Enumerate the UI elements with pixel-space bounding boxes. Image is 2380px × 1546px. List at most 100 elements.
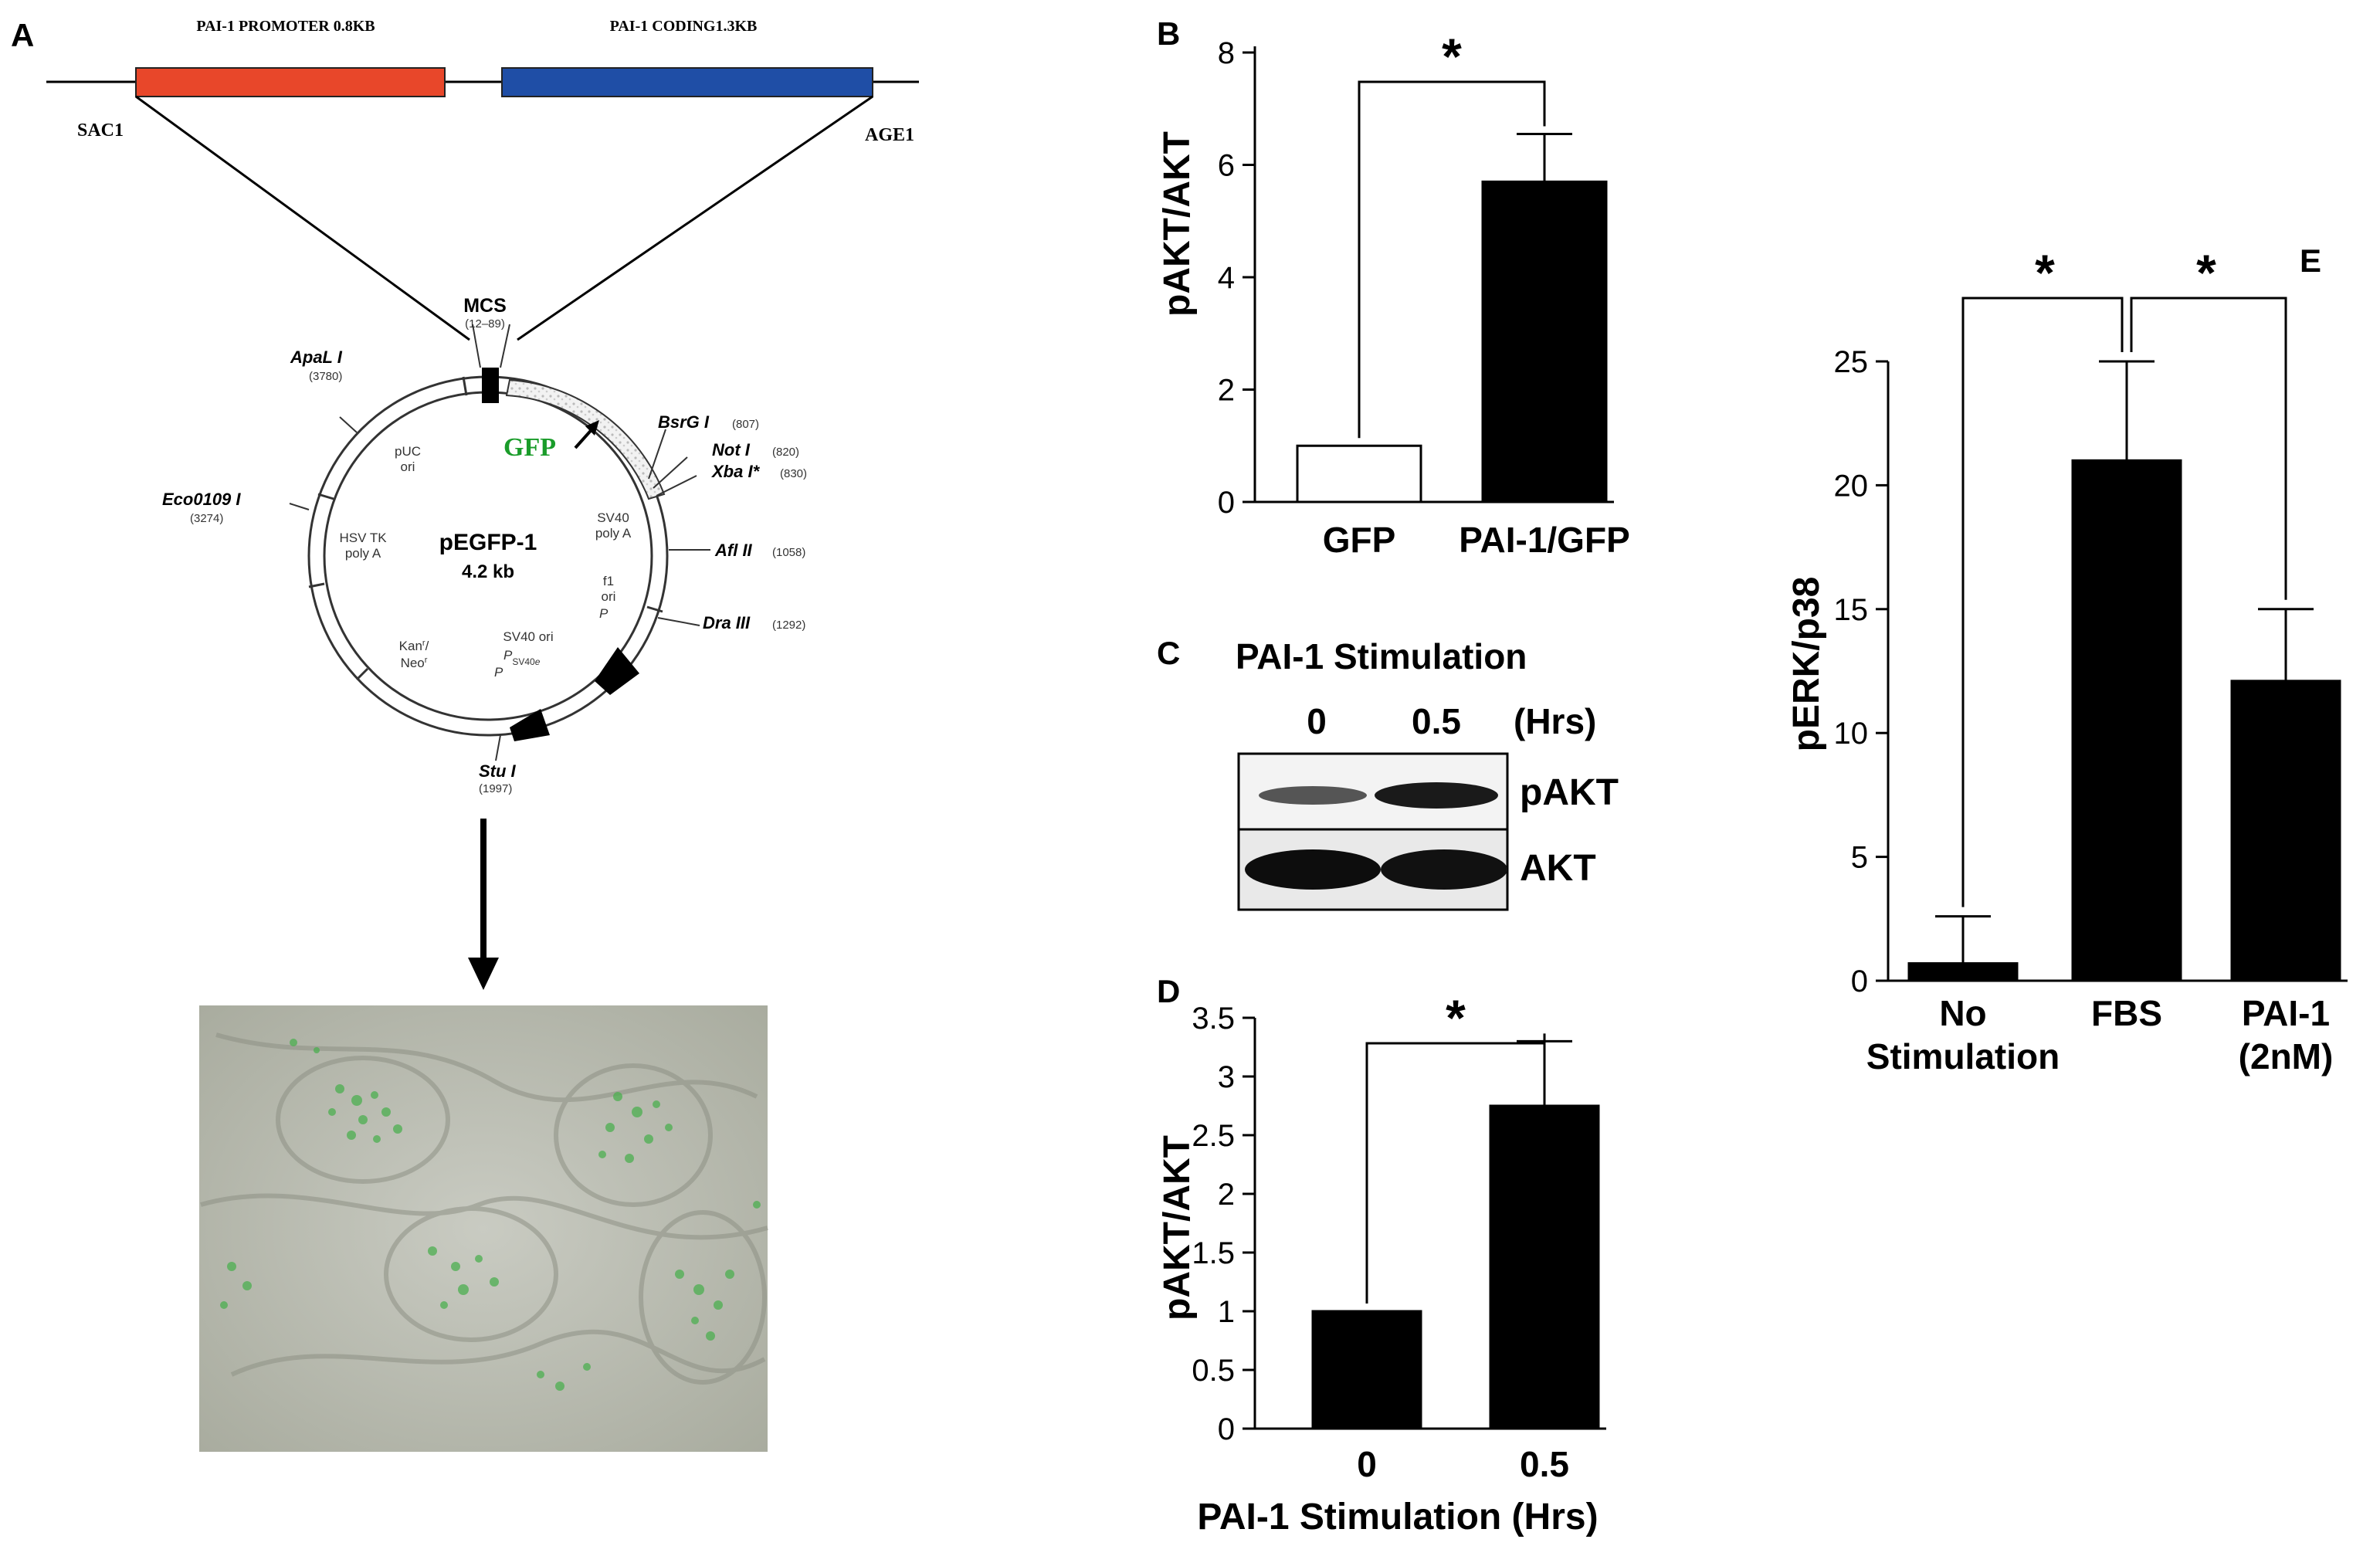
site-apal-pos: (3780): [309, 370, 342, 383]
e-bar-1: [2071, 459, 2182, 982]
insert-line-left: [135, 95, 470, 341]
e-sig-bracket-1: [2130, 297, 2287, 600]
e-category-0-0: No: [1939, 993, 1986, 1033]
b-ytick-label-1: 2: [1218, 374, 1235, 408]
site-afl-pos: (1058): [772, 546, 805, 559]
site-not: Not I: [712, 440, 751, 459]
hsv-label: HSV TK: [339, 531, 387, 545]
panel-a-letter: A: [11, 17, 34, 53]
site-stu: Stu I: [479, 761, 517, 781]
b-bar-0: [1296, 444, 1422, 503]
site-stu-pos: (1997): [479, 782, 512, 795]
d-sig-star: *: [1446, 989, 1466, 1046]
e-category-1: FBS: [2091, 993, 2162, 1033]
band-pakt-0: [1259, 786, 1367, 805]
d-bar-0: [1311, 1310, 1422, 1430]
blot-row-label-akt: AKT: [1520, 848, 1596, 889]
promoter-p2-label: P: [494, 665, 503, 680]
plasmid-name: pEGFP-1: [439, 530, 537, 555]
e-category-2-0: PAI-1: [2242, 993, 2330, 1033]
panel-c-blot: C PAI-1 Stimulation 0 0.5 (Hrs) pAKT AKT: [1157, 635, 1619, 911]
d-category-0: 0: [1357, 1444, 1377, 1484]
panel-d-letter: D: [1157, 973, 1180, 1009]
d-ytick-label-2: 1: [1218, 1295, 1235, 1329]
site-not-pos: (820): [772, 446, 799, 459]
coding-label: PAI-1 CODING1.3KB: [610, 18, 758, 35]
down-arrow-head: [468, 958, 499, 990]
kan-label: Kanr/: [399, 639, 429, 653]
site-eco0109-pos: (3274): [190, 512, 223, 525]
d-xlabel: PAI-1 Stimulation (Hrs): [1197, 1497, 1598, 1538]
panel-c-letter: C: [1157, 635, 1180, 671]
b-ytick-label-2: 4: [1218, 261, 1235, 295]
f1-ori-label: ori: [602, 589, 616, 604]
site-bsrg: BsrG I: [658, 412, 710, 432]
sv40-polya-label: poly A: [595, 526, 632, 541]
d-ytick-label-6: 3: [1218, 1060, 1235, 1094]
band-akt-0: [1245, 849, 1381, 890]
mcs-range: (12–89): [465, 317, 505, 331]
e-sig-bracket-0: [1961, 297, 2124, 907]
hsv-polya-label: poly A: [345, 546, 381, 561]
e-bar-2: [2230, 680, 2341, 982]
site-afl: Afl II: [714, 541, 753, 560]
e-ytick-label-1: 5: [1851, 841, 1868, 875]
sv40-label: SV40: [597, 510, 629, 525]
d-category-1: 0.5: [1520, 1444, 1569, 1484]
sv40-ori-label: SV40 ori: [503, 629, 553, 644]
site-right-label: AGE1: [865, 125, 914, 145]
b-category-0: GFP: [1323, 520, 1396, 560]
site-eco0109: Eco0109 I: [162, 490, 241, 509]
insert-line-right: [517, 95, 873, 341]
e-ytick-label-3: 15: [1834, 593, 1869, 627]
microscopy-image: [199, 1005, 768, 1452]
d-ytick-label-3: 1.5: [1192, 1236, 1235, 1270]
gfp-label: GFP: [503, 433, 556, 462]
site-bsrg-pos: (807): [732, 418, 759, 431]
panel-e-letter: E: [2300, 242, 2321, 279]
band-pakt-1: [1375, 782, 1498, 809]
d-bar-1: [1489, 1104, 1600, 1430]
blot-lane-0: 0: [1307, 701, 1327, 741]
puc-ori-label: ori: [401, 459, 415, 474]
site-dra-pos: (1292): [772, 619, 805, 632]
d-ylabel: pAKT/AKT: [1157, 1135, 1198, 1321]
site-left-label: SAC1: [77, 120, 124, 141]
e-ytick-label-5: 25: [1834, 345, 1869, 379]
b-bar-1: [1481, 180, 1608, 503]
plasmid-map: [289, 324, 710, 761]
e-ytick-label-4: 20: [1834, 469, 1869, 503]
site-xba: Xba I*: [710, 462, 761, 481]
e-bar-0: [1907, 962, 2019, 982]
f1-label: f1: [603, 574, 614, 588]
site-apal: ApaL I: [290, 348, 343, 367]
b-category-1: PAI-1/GFP: [1459, 520, 1630, 560]
e-ytick-label-2: 10: [1834, 717, 1869, 751]
b-ylabel: pAKT/AKT: [1157, 131, 1198, 317]
promoter-p-label: P: [599, 606, 609, 621]
plasmid-size: 4.2 kb: [462, 561, 514, 582]
mcs-label: MCS: [463, 295, 507, 317]
e-category-2-1: (2nM): [2239, 1036, 2334, 1076]
neo-label: Neor: [401, 656, 428, 670]
panel-a: A PAI-1 PROMOTER 0.8KB PAI-1 CODING1.3KB…: [11, 17, 919, 1452]
blot-row-label-pakt: pAKT: [1520, 772, 1619, 813]
blot-title: PAI-1 Stimulation: [1236, 636, 1527, 676]
b-ytick-label-4: 8: [1218, 36, 1235, 70]
blot-lane-1: 0.5: [1412, 701, 1461, 741]
puc-label: pUC: [395, 444, 421, 459]
site-dra: Dra III: [703, 613, 751, 632]
band-akt-1: [1381, 849, 1507, 890]
b-ytick-label-0: 0: [1218, 486, 1235, 520]
d-sig-bracket: [1365, 1033, 1546, 1304]
d-ytick-label-0: 0: [1218, 1412, 1235, 1446]
coding-block: [501, 67, 873, 97]
b-sig-bracket: [1358, 80, 1546, 439]
e-ytick-label-0: 0: [1851, 965, 1868, 998]
promoter-block: [135, 67, 446, 97]
d-ytick-label-7: 3.5: [1192, 1002, 1235, 1036]
panel-b-chart: B 0 2 4 6 8 pAKT/AKT GFP PAI-1/GFP *: [1157, 15, 1630, 560]
panel-d-chart: D 0 0.5 1 1.5 2 2.5 3 3.5 pAKT/AKT 0 0.5 PAI-1 Stim…: [1157, 973, 1606, 1538]
panel-b-letter: B: [1157, 15, 1180, 52]
